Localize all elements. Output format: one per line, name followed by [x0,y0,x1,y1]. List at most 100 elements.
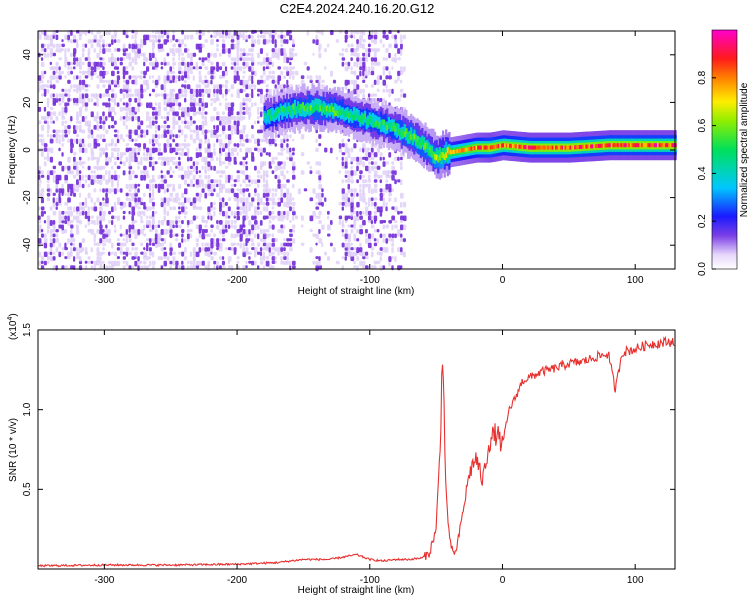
noise-cell [76,75,79,80]
ridge-cell [437,156,440,163]
noise-cell [105,93,109,97]
noise-cell [105,188,109,193]
noise-cell [219,256,222,260]
noise-cell [175,152,179,156]
noise-cell [350,247,354,251]
noise-cell [137,88,141,95]
noise-cell [93,138,98,145]
noise-cell [148,256,152,260]
noise-cell [350,224,354,228]
noise-cell [178,147,182,152]
noise-cell [367,201,371,207]
noise-cell [350,170,354,176]
ridge-cell [403,131,406,137]
noise-cell [105,192,108,198]
noise-cell [134,174,138,179]
noise-cell [184,134,188,139]
noise-cell [140,197,143,203]
noise-cell [300,134,305,140]
noise-cell [286,57,290,64]
noise-cell [58,188,62,194]
noise-cell [78,120,82,125]
noise-cell [102,61,106,66]
noise-cell [318,170,321,176]
noise-cell [195,265,200,269]
noise-cell [373,170,378,177]
noise-cell [204,247,208,252]
noise-cell [61,88,65,92]
noise-cell [70,143,74,148]
noise-cell [181,70,184,75]
noise-cell [382,43,385,48]
noise-cell [192,66,196,70]
noise-cell [332,79,337,84]
noise-cell [78,84,82,90]
noise-cell [40,206,45,211]
ridge-cell [335,110,338,117]
noise-cell [178,134,181,138]
ridge-cell [349,111,352,118]
ridge-cell [373,114,376,127]
noise-cell [213,201,216,206]
ridge-cell [580,144,583,149]
noise-cell [151,48,155,54]
noise-cell [186,170,191,176]
noise-cell [251,102,254,108]
noise-cell [64,215,68,220]
noise-cell [213,143,216,148]
noise-cell [160,93,165,97]
noise-cell [113,129,118,133]
noise-cell [362,52,366,57]
noise-cell [245,97,248,102]
noise-cell [271,34,275,40]
noise-cell [283,247,286,252]
noise-cell [347,238,351,243]
noise-cell [268,210,272,216]
noise-cell [84,102,89,107]
noise-cell [93,125,97,130]
noise-cell [192,138,197,144]
noise-cell [227,106,232,112]
noise-cell [166,220,170,226]
noise-cell [105,152,108,158]
noise-cell [379,39,383,44]
ridge-cell [593,144,596,149]
noise-cell [350,242,353,246]
noise-cell [385,206,388,212]
noise-cell [315,170,320,175]
noise-cell [277,84,281,89]
noise-cell [189,134,193,140]
noise-cell [359,183,362,188]
noise-cell [93,233,97,239]
noise-cell [309,229,313,233]
noise-cell [213,265,216,269]
noise-cell [280,161,283,165]
noise-cell [38,260,42,266]
noise-cell [236,88,240,95]
noise-cell [184,34,187,40]
noise-cell [58,111,61,116]
noise-cell [151,111,155,116]
noise-cell [78,111,82,117]
noise-cell [90,215,94,219]
noise-cell [280,84,284,90]
noise-cell [268,66,271,70]
noise-cell [315,147,319,153]
noise-cell [146,265,150,271]
ridge-cell [583,144,586,149]
noise-cell [192,201,197,208]
noise-cell [224,179,228,184]
noise-cell [146,116,149,122]
ridge-cell [422,136,426,149]
ridge-cell [446,147,449,153]
noise-cell [99,229,103,235]
noise-cell [111,220,114,226]
noise-cell [271,156,275,163]
noise-cell [219,161,222,167]
noise-cell [58,93,63,98]
noise-cell [40,134,44,138]
noise-cell [84,197,88,204]
noise-cell [195,93,199,98]
noise-cell [347,147,350,153]
noise-cell [210,97,214,102]
